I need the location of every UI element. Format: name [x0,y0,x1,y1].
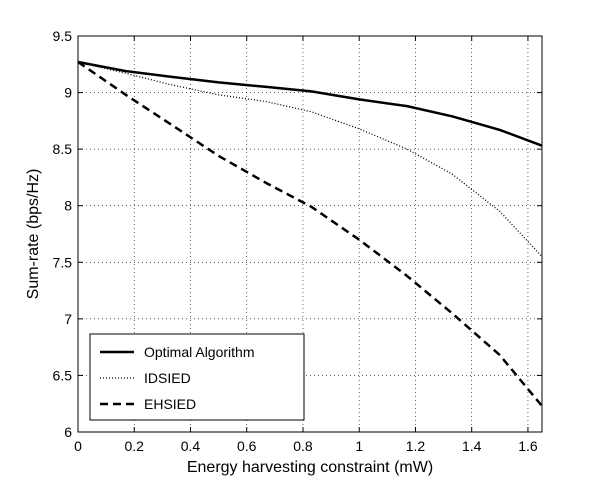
x-tick-label: 1.2 [406,438,426,454]
y-tick-label: 6.5 [53,367,73,383]
y-tick-label: 8 [64,198,72,214]
y-tick-label: 7 [64,311,72,327]
y-tick-labels: 6 6.5 7 7.5 8 8.5 9 9.5 [53,28,73,440]
legend-label: EHSIED [144,396,196,412]
legend-label: Optimal Algorithm [144,344,254,360]
legend-box [89,333,305,421]
legend: Optimal Algorithm IDSIED EHSIED [89,333,305,421]
x-tick-label: 0.8 [293,438,313,454]
plot-frame [77,35,543,433]
y-tick-label: 9 [64,85,72,101]
y-axis-label: Sum-rate (bps/Hz) [25,169,42,300]
series-group [77,60,543,407]
y-tick-label: 9.5 [53,28,73,44]
axis-ticks [77,35,542,433]
x-tick-label: 1 [355,438,363,454]
x-tick-label: 1.6 [518,438,538,454]
series-line-dashed [77,60,543,407]
x-tick-label: 0.4 [181,438,201,454]
x-tick-label: 0.6 [237,438,257,454]
series-line-solid [77,60,543,147]
y-tick-label: 8.5 [53,141,73,157]
x-axis-label: Energy harvesting constraint (mW) [187,459,433,476]
x-tick-label: 1.4 [462,438,482,454]
x-tick-label: 0.2 [125,438,145,454]
y-tick-label: 7.5 [53,254,73,270]
x-tick-label: 0 [74,438,82,454]
x-tick-labels: 0 0.2 0.4 0.6 0.8 1 1.2 1.4 1.6 [74,438,538,454]
legend-label: IDSIED [144,370,191,386]
y-tick-label: 6 [64,424,72,440]
